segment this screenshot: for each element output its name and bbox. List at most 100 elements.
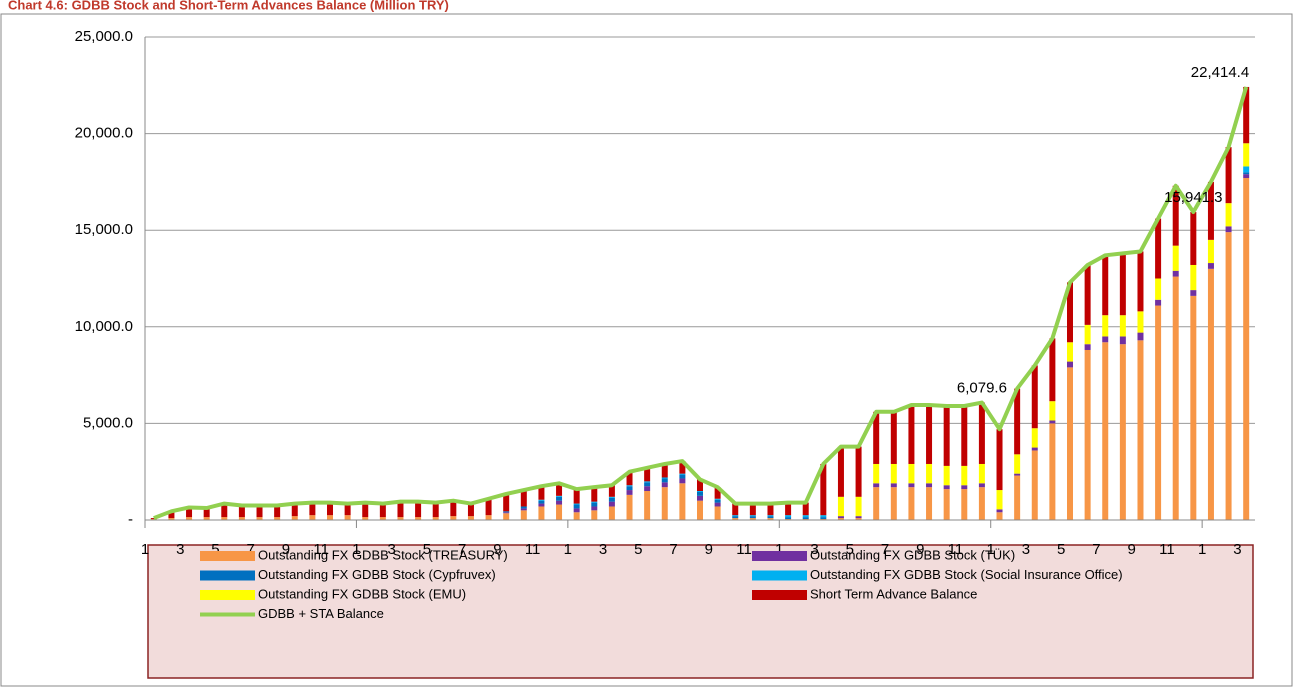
bar-segment bbox=[1190, 264, 1197, 291]
bar-segment bbox=[1049, 420, 1056, 424]
x-tick-label: 1 bbox=[987, 541, 995, 558]
bar-segment bbox=[855, 518, 862, 520]
bar-segment bbox=[908, 463, 915, 484]
x-tick-label: 11 bbox=[1159, 541, 1175, 558]
x-tick-label: 1 bbox=[564, 541, 572, 558]
bar-segment bbox=[450, 500, 457, 517]
bar-segment bbox=[1049, 401, 1056, 421]
bar-segment bbox=[1225, 232, 1232, 520]
bar-segment bbox=[556, 496, 563, 501]
bar-segment bbox=[608, 496, 615, 498]
bar-segment bbox=[186, 517, 193, 520]
x-tick-label: 11 bbox=[525, 541, 541, 558]
bar-segment bbox=[767, 516, 774, 519]
bar-segment bbox=[1031, 365, 1038, 429]
bar-segment bbox=[926, 487, 933, 520]
bar-segment bbox=[802, 515, 809, 518]
bar-segment bbox=[732, 515, 739, 517]
bar-segment bbox=[996, 509, 1003, 513]
bar-segment bbox=[538, 503, 545, 507]
y-tick-label: 5,000.0 bbox=[83, 414, 133, 431]
x-tick-label: 3 bbox=[176, 541, 184, 558]
bar-segment bbox=[520, 506, 527, 509]
bar-segment bbox=[186, 507, 193, 518]
bar-segment bbox=[908, 405, 915, 464]
bar-segment bbox=[538, 500, 545, 504]
bar-segment bbox=[996, 490, 1003, 510]
bar-segment bbox=[926, 483, 933, 488]
bar-segment bbox=[415, 517, 422, 520]
bar-segment bbox=[978, 463, 985, 484]
bar-segment bbox=[697, 500, 703, 520]
bar-segment bbox=[714, 498, 721, 500]
bar-segment bbox=[890, 487, 897, 520]
legend-label: Outstanding FX GDBB Stock (EMU) bbox=[258, 586, 466, 601]
bar-segment bbox=[291, 503, 298, 517]
bar-segment bbox=[837, 518, 844, 520]
legend bbox=[147, 544, 1254, 679]
bar-segment bbox=[644, 482, 651, 487]
x-tick-label: 9 bbox=[1127, 541, 1135, 558]
bar-segment bbox=[785, 515, 792, 518]
y-tick-label: - bbox=[128, 511, 133, 528]
bar-segment bbox=[221, 503, 228, 518]
bar-segment bbox=[1067, 361, 1073, 368]
bar-segment bbox=[1119, 253, 1126, 316]
bar-segment bbox=[379, 503, 386, 518]
bar-segment bbox=[1102, 315, 1109, 337]
y-tick-label: 10,000.0 bbox=[75, 318, 133, 335]
bar-segment bbox=[785, 517, 792, 520]
bar-segment bbox=[855, 516, 862, 519]
bar-segment bbox=[961, 489, 968, 520]
bar-segment bbox=[221, 517, 228, 520]
bar-segment bbox=[573, 503, 580, 505]
legend-label: Outstanding FX GDBB Stock (Social Insura… bbox=[810, 567, 1123, 582]
x-tick-label: 7 bbox=[881, 541, 889, 558]
bar-segment bbox=[1172, 245, 1179, 271]
bar-segment bbox=[1190, 290, 1197, 296]
bar-segment bbox=[520, 508, 527, 511]
bar-segment bbox=[961, 465, 968, 486]
bar-segment bbox=[503, 512, 510, 514]
bar-segment bbox=[1190, 295, 1197, 520]
bar-segment bbox=[1207, 239, 1214, 264]
x-tick-label: 11 bbox=[948, 541, 964, 558]
bar-segment bbox=[1102, 342, 1109, 520]
bar-segment bbox=[908, 483, 915, 488]
data-label: 6,079.6 bbox=[957, 380, 1007, 397]
bar-segment bbox=[1243, 178, 1250, 520]
bar-segment bbox=[697, 495, 703, 501]
bar-segment bbox=[608, 506, 615, 520]
bar-segment bbox=[1014, 473, 1021, 476]
bar-segment bbox=[996, 429, 1003, 491]
x-tick-label: 5 bbox=[211, 541, 219, 558]
bar-segment bbox=[1243, 174, 1250, 179]
bar-segment bbox=[344, 515, 351, 520]
bar-segment bbox=[855, 446, 862, 497]
bar-segment bbox=[890, 411, 897, 464]
bar-segment bbox=[520, 510, 527, 520]
bar-segment bbox=[203, 517, 210, 520]
bar-segment bbox=[1102, 255, 1109, 316]
bar-segment bbox=[926, 463, 933, 484]
bar-segment bbox=[1155, 299, 1162, 306]
bar-segment bbox=[573, 508, 580, 513]
bar-segment bbox=[749, 515, 756, 517]
bar-segment bbox=[1190, 212, 1197, 265]
bar-segment bbox=[362, 517, 369, 520]
x-tick-label: 7 bbox=[669, 541, 677, 558]
bar-segment bbox=[1207, 268, 1214, 520]
bar-segment bbox=[697, 491, 703, 496]
bar-segment bbox=[397, 501, 404, 518]
bar-segment bbox=[1084, 344, 1091, 350]
bar-segment bbox=[679, 478, 686, 484]
bar-segment bbox=[626, 494, 633, 520]
bar-segment bbox=[661, 478, 668, 483]
bar-segment bbox=[238, 517, 245, 520]
x-tick-label: 9 bbox=[705, 541, 713, 558]
bar-segment bbox=[820, 463, 827, 516]
bar-segment bbox=[890, 463, 897, 484]
bar-segment bbox=[626, 490, 633, 495]
x-tick-label: 3 bbox=[599, 541, 607, 558]
x-tick-label: 1 bbox=[1198, 541, 1206, 558]
